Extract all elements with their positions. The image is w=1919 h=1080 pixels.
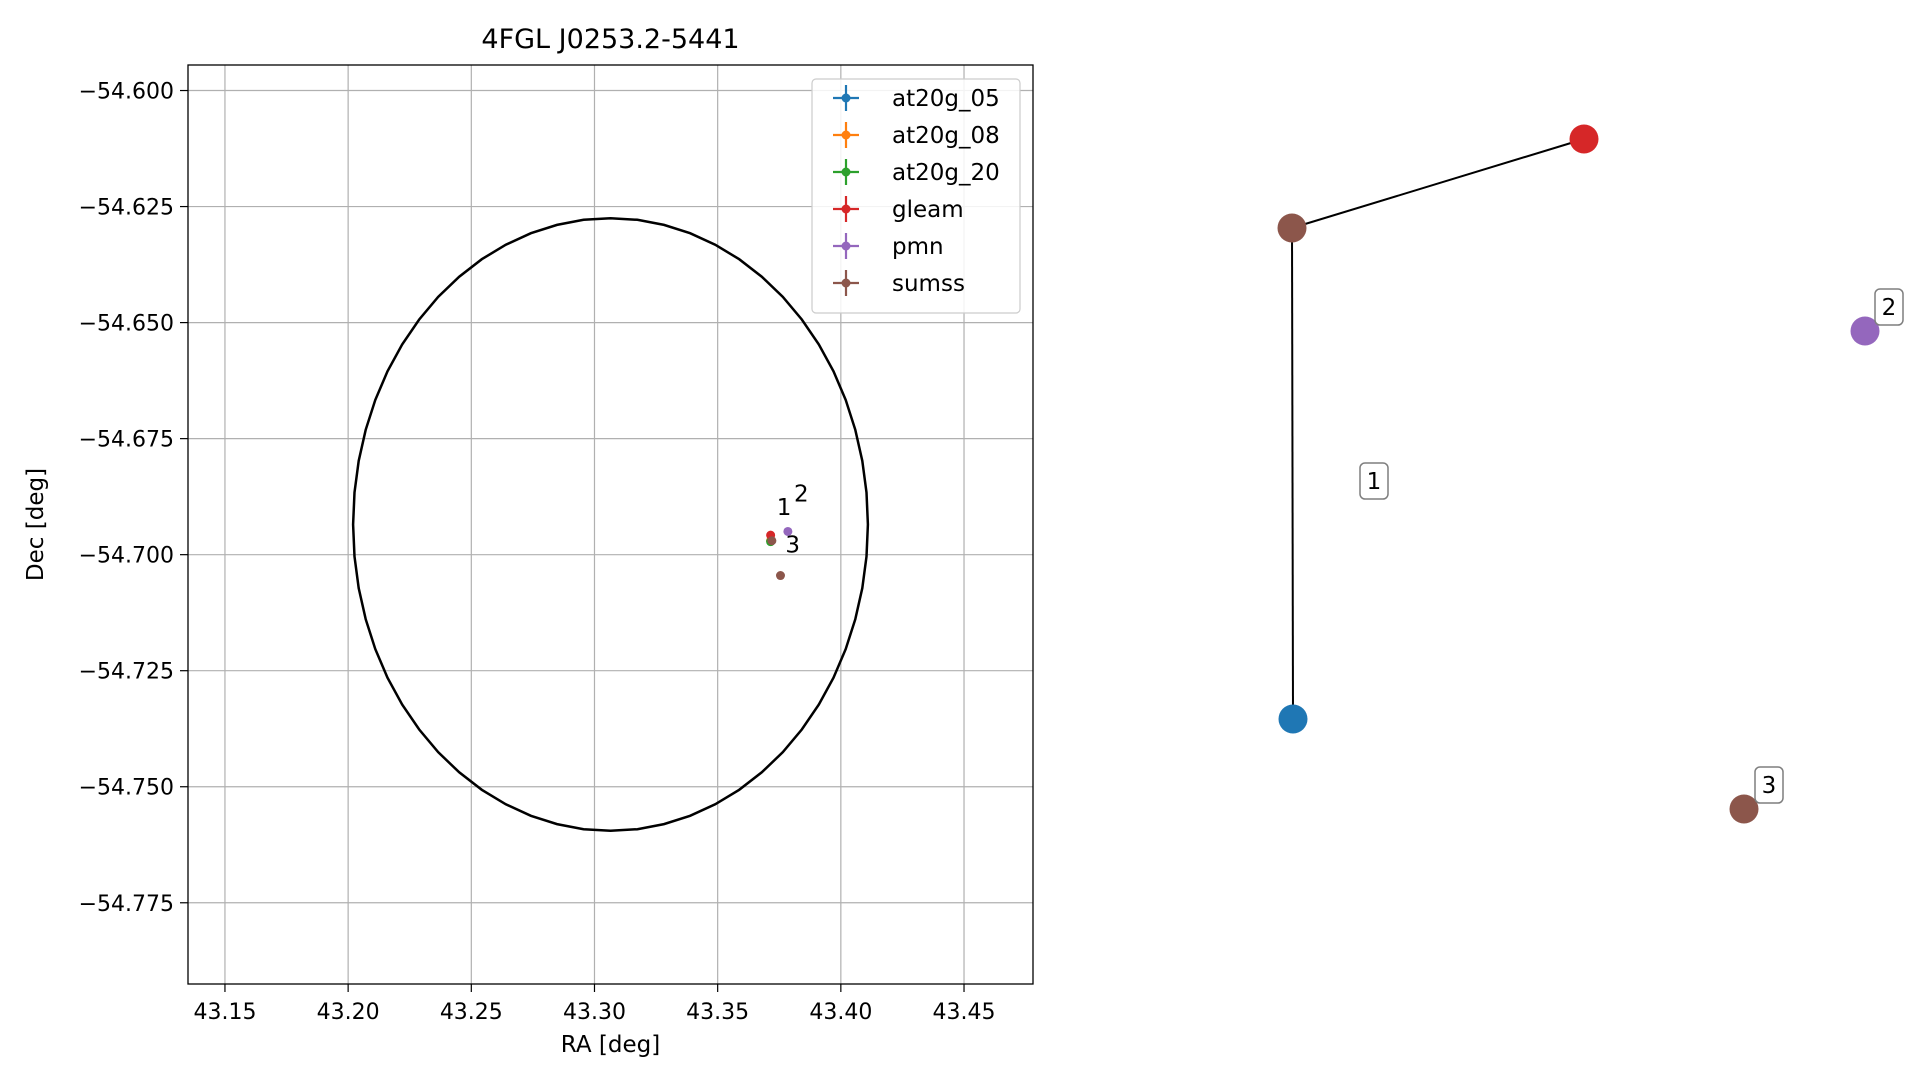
graph-label-frame	[1359, 462, 1389, 500]
graph-label-text: 2	[1882, 295, 1897, 321]
legend-marker-dot	[841, 278, 851, 288]
x-axis-ticks: 43.15 43.20 43.25 43.30 43.35 43.40 43.45	[193, 984, 996, 1025]
sky-map-chart: 123 43.15 43.20 43.25 43.30 43.35 43.40 43.45 …	[23, 24, 1034, 1058]
legend-label: at20g_20	[892, 160, 1000, 186]
annotation-3: 3	[785, 532, 800, 558]
point-pmn	[783, 526, 793, 536]
y-tick-label: −54.750	[79, 776, 174, 801]
legend-entry-pmn: pmn	[833, 233, 944, 260]
point-sumss	[775, 571, 785, 581]
x-tick-label: 43.45	[933, 1000, 996, 1025]
y-tick-label: −54.625	[79, 196, 174, 221]
graph-node-n-gleam	[1569, 124, 1599, 154]
x-tick-label: 43.40	[809, 1000, 872, 1025]
localization-ellipse-path	[351, 216, 870, 833]
x-tick-label: 43.20	[317, 1000, 380, 1025]
graph-node-n-sumss-1	[1277, 213, 1307, 243]
point-sumss	[767, 536, 777, 546]
plot-frame	[187, 64, 1034, 985]
graph-node-n-pmn	[1850, 316, 1880, 346]
legend-marker-dot	[841, 130, 851, 140]
legend-label: at20g_05	[892, 86, 1000, 112]
graph-label-box-1: 1	[1359, 462, 1389, 500]
graph-label-text: 3	[1762, 773, 1777, 799]
legend-marker-dot	[841, 167, 851, 177]
grid-lines	[188, 65, 1033, 984]
legend-entry-at20g_20: at20g_20	[833, 159, 1000, 186]
legend-entry-at20g_05: at20g_05	[833, 85, 1000, 112]
legend-entry-sumss: sumss	[833, 270, 965, 297]
legend-marker-dot	[841, 204, 851, 214]
annotation-2: 2	[794, 481, 809, 507]
graph-edge	[1291, 227, 1294, 720]
graph-label-frame	[1874, 288, 1904, 326]
graph-label-box-3: 3	[1754, 766, 1784, 804]
graph-node-n-at20g	[1278, 704, 1308, 734]
legend-entry-at20g_08: at20g_08	[833, 122, 1000, 149]
x-axis-label: RA [deg]	[561, 1032, 660, 1058]
legend-box	[811, 78, 1021, 314]
point-annotations: 12 3	[777, 481, 809, 558]
x-tick-label: 43.35	[686, 1000, 749, 1025]
graph-edges	[1291, 138, 1585, 720]
x-tick-label: 43.30	[563, 1000, 626, 1025]
y-tick-label: −54.725	[79, 660, 174, 685]
legend-label: at20g_08	[892, 123, 1000, 149]
legend-marker-dot	[841, 241, 851, 251]
localization-ellipse	[351, 216, 870, 833]
graph-label-box-2: 2	[1874, 288, 1904, 326]
x-tick-label: 43.15	[193, 1000, 256, 1025]
source-points	[766, 526, 793, 581]
graph-label-frame	[1754, 766, 1784, 804]
legend-label: sumss	[892, 271, 965, 297]
x-tick-label: 43.25	[440, 1000, 503, 1025]
graph-label-text: 1	[1367, 469, 1382, 495]
y-axis-ticks: −54.600 −54.625 −54.650 −54.675 −54.700 −54.7…	[79, 80, 188, 917]
y-tick-label: −54.675	[79, 428, 174, 453]
chart-title: 4FGL J0253.2-5441	[481, 24, 739, 55]
y-tick-label: −54.700	[79, 544, 174, 569]
graph-nodes	[1277, 124, 1880, 824]
legend-marker-dot	[841, 93, 851, 103]
graph-edge	[1291, 138, 1585, 229]
legend-label: pmn	[892, 234, 944, 260]
y-tick-label: −54.650	[79, 312, 174, 337]
graph-node-n-sumss-2	[1729, 794, 1759, 824]
y-tick-label: −54.775	[79, 892, 174, 917]
legend-label: gleam	[892, 197, 964, 223]
graph-labels: 1 2 3	[1359, 288, 1904, 804]
y-axis-label: Dec [deg]	[23, 468, 49, 581]
annotation-1: 1	[777, 495, 792, 521]
legend-entry-gleam: gleam	[833, 196, 964, 223]
crossmatch-graph: 1 2 3	[1277, 124, 1904, 824]
y-tick-label: −54.600	[79, 80, 174, 105]
